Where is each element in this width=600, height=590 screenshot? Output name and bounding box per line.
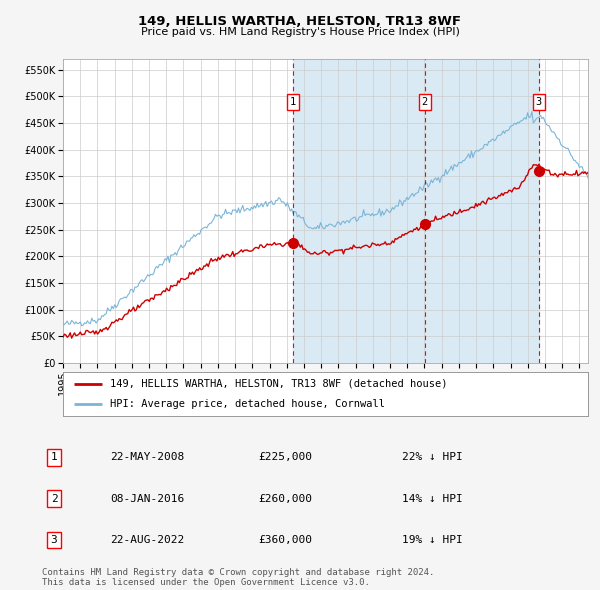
Text: Price paid vs. HM Land Registry's House Price Index (HPI): Price paid vs. HM Land Registry's House … xyxy=(140,27,460,37)
Text: 22-MAY-2008: 22-MAY-2008 xyxy=(110,453,184,462)
Text: £260,000: £260,000 xyxy=(258,494,312,503)
Text: HPI: Average price, detached house, Cornwall: HPI: Average price, detached house, Corn… xyxy=(110,399,385,409)
Text: 1: 1 xyxy=(290,97,296,107)
Text: £225,000: £225,000 xyxy=(258,453,312,462)
Text: £360,000: £360,000 xyxy=(258,535,312,545)
Text: 3: 3 xyxy=(50,535,58,545)
Text: 08-JAN-2016: 08-JAN-2016 xyxy=(110,494,184,503)
Text: Contains HM Land Registry data © Crown copyright and database right 2024.
This d: Contains HM Land Registry data © Crown c… xyxy=(42,568,434,587)
Text: 149, HELLIS WARTHA, HELSTON, TR13 8WF: 149, HELLIS WARTHA, HELSTON, TR13 8WF xyxy=(139,15,461,28)
Text: 3: 3 xyxy=(536,97,542,107)
Text: 19% ↓ HPI: 19% ↓ HPI xyxy=(402,535,463,545)
Text: 149, HELLIS WARTHA, HELSTON, TR13 8WF (detached house): 149, HELLIS WARTHA, HELSTON, TR13 8WF (d… xyxy=(110,379,448,389)
Text: 2: 2 xyxy=(422,97,428,107)
Text: 22-AUG-2022: 22-AUG-2022 xyxy=(110,535,184,545)
Text: 14% ↓ HPI: 14% ↓ HPI xyxy=(402,494,463,503)
Text: 22% ↓ HPI: 22% ↓ HPI xyxy=(402,453,463,462)
Text: 1: 1 xyxy=(50,453,58,462)
Bar xyxy=(293,59,539,363)
Text: 2: 2 xyxy=(50,494,58,503)
